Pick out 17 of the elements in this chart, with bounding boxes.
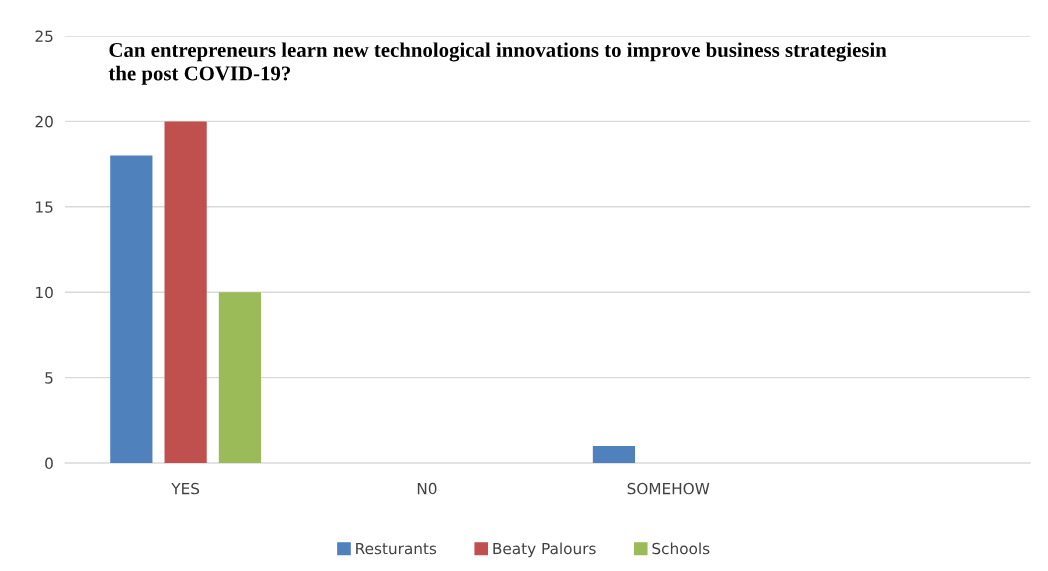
y-tick-label: 5 [45,372,53,384]
text: Can entrepreneurs learn new technological innovations to improve business strategiesin the post COVID-19? [108,42,887,85]
y-tick-label: 20 [35,115,53,128]
bar [592,446,636,464]
x-tick-label: SOMEHOW [627,482,710,495]
y-tick-label: 10 [36,286,53,299]
y-tick-label: 25 [35,30,53,42]
bar [218,292,262,464]
legend-label: Schools [652,542,710,555]
y-tick-label: 15 [36,201,53,213]
bar [164,121,207,464]
legend-label: Beaty Palours [493,542,596,558]
x-tick-label: N0 [417,482,437,495]
x-tick-label: YES [171,482,200,495]
bar [110,155,153,464]
legend-label: Resturants [356,542,437,555]
y-tick-label: 0 [45,457,53,470]
